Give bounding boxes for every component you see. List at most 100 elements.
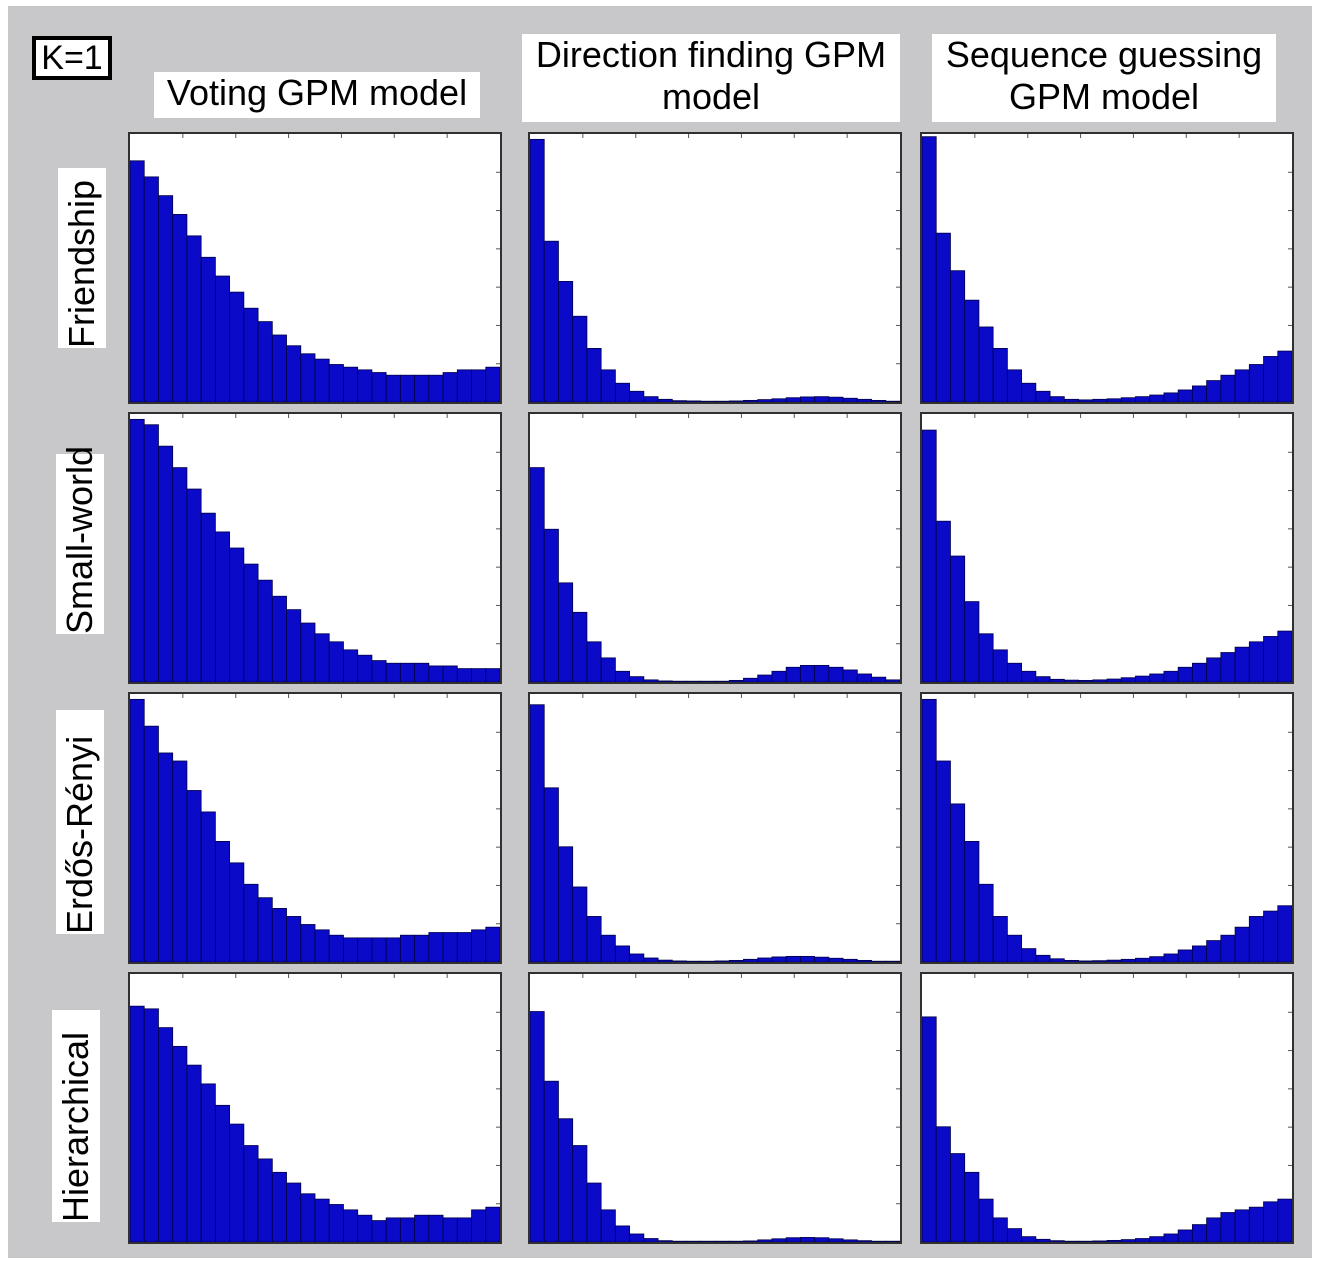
histogram-bar [586,1182,602,1242]
histogram-bar [1063,398,1079,402]
histogram-bar [1135,957,1151,962]
histogram-bar [686,680,702,682]
histogram-friendship-direction-finding-gpm-model [528,132,902,404]
histogram-bar [978,326,994,402]
histogram-bar [572,886,588,962]
histogram-bar [530,704,545,962]
histogram-bar [600,369,616,402]
histogram-bar [257,321,273,402]
histogram-bar [1206,940,1222,962]
histogram-bar [328,641,344,682]
histogram-bar [1035,954,1051,962]
histogram-bar [885,960,900,962]
histogram-bar [992,347,1008,402]
histogram-bar [1220,934,1236,962]
histogram-bar [657,680,673,682]
histogram-bar [399,662,416,682]
histogram-bar [1135,396,1151,402]
histogram-bar [243,1145,259,1242]
histogram-bar [1220,652,1236,682]
histogram-bar [257,579,273,682]
histogram-bar [572,611,588,682]
histogram-bar [964,601,980,682]
histogram-bar [978,633,994,682]
histogram-bar [343,366,359,402]
histogram-bar [328,364,344,402]
histogram-bar [428,932,444,962]
histogram-bar [399,934,416,962]
histogram-bar [686,960,702,962]
histogram-bar [586,916,602,962]
histogram-bar [214,531,231,682]
histogram-bar [1035,390,1051,402]
histogram-bar [1277,630,1292,682]
histogram-bar [186,235,202,402]
histogram-erdos-renyi-sequence-guessing-gpm-model [920,692,1294,964]
histogram-bar [992,1217,1008,1242]
histogram-bar [629,953,645,962]
histogram-bar [1163,670,1179,682]
histogram-bar [558,1118,574,1242]
histogram-bar [442,665,458,682]
histogram-bar [286,916,302,962]
column-title-sequence-guessing: Sequence guessing GPM model [932,34,1276,122]
histogram-bar [1277,350,1292,402]
histogram-plot [922,694,1292,962]
histogram-small-world-sequence-guessing-gpm-model [920,412,1294,684]
histogram-bar [1006,934,1023,962]
histogram-bar [1163,953,1179,962]
histogram-bar [814,396,830,402]
histogram-bar [992,649,1008,682]
histogram-bar [186,488,202,682]
histogram-bar [558,582,574,682]
histogram-bar [1049,1240,1065,1242]
histogram-bar [243,883,259,962]
histogram-bar [964,840,980,962]
histogram-bar [428,1214,444,1242]
histogram-bar [143,424,159,682]
histogram-bar [243,307,259,402]
histogram-bar [485,926,500,962]
histogram-bar [1248,1206,1264,1242]
histogram-bar [614,1225,631,1242]
histogram-bar [1277,905,1292,962]
histogram-bar [172,1045,188,1242]
histogram-bar [314,358,330,402]
histogram-bar [885,1240,900,1242]
histogram-bar [785,666,801,682]
histogram-bar [229,862,245,962]
histogram-bar [885,679,900,682]
histogram-bar [271,334,287,402]
histogram-bar [686,1240,702,1242]
histogram-friendship-voting-gpm-model [128,132,502,404]
histogram-bar [799,955,816,962]
histogram-bar [728,679,744,682]
histogram-bar [186,1064,202,1242]
histogram-bar [558,846,574,962]
histogram-bar [771,1238,787,1242]
histogram-bar [130,698,145,962]
histogram-bar [200,256,216,402]
histogram-bar [543,528,559,682]
histogram-bar [614,945,631,962]
histogram-bar [600,1209,616,1242]
histogram-bar [1120,397,1136,402]
k-label: K=1 [32,36,112,80]
histogram-bar [530,1011,545,1242]
histogram-bar [785,1237,801,1242]
histogram-small-world-voting-gpm-model [128,412,502,684]
histogram-plot [130,974,500,1242]
histogram-bar [1092,679,1108,682]
histogram-bar [842,397,858,402]
histogram-bar [964,1171,980,1242]
histogram-bar [172,760,188,962]
histogram-bar [343,937,359,962]
histogram-bar [629,1233,645,1242]
histogram-bar [1049,396,1065,402]
histogram-bar [385,1217,401,1242]
histogram-bar [743,677,759,682]
histogram-bar [1177,1229,1193,1242]
histogram-bar [414,1214,430,1242]
histogram-bar [814,956,830,962]
histogram-bar [714,1240,730,1242]
